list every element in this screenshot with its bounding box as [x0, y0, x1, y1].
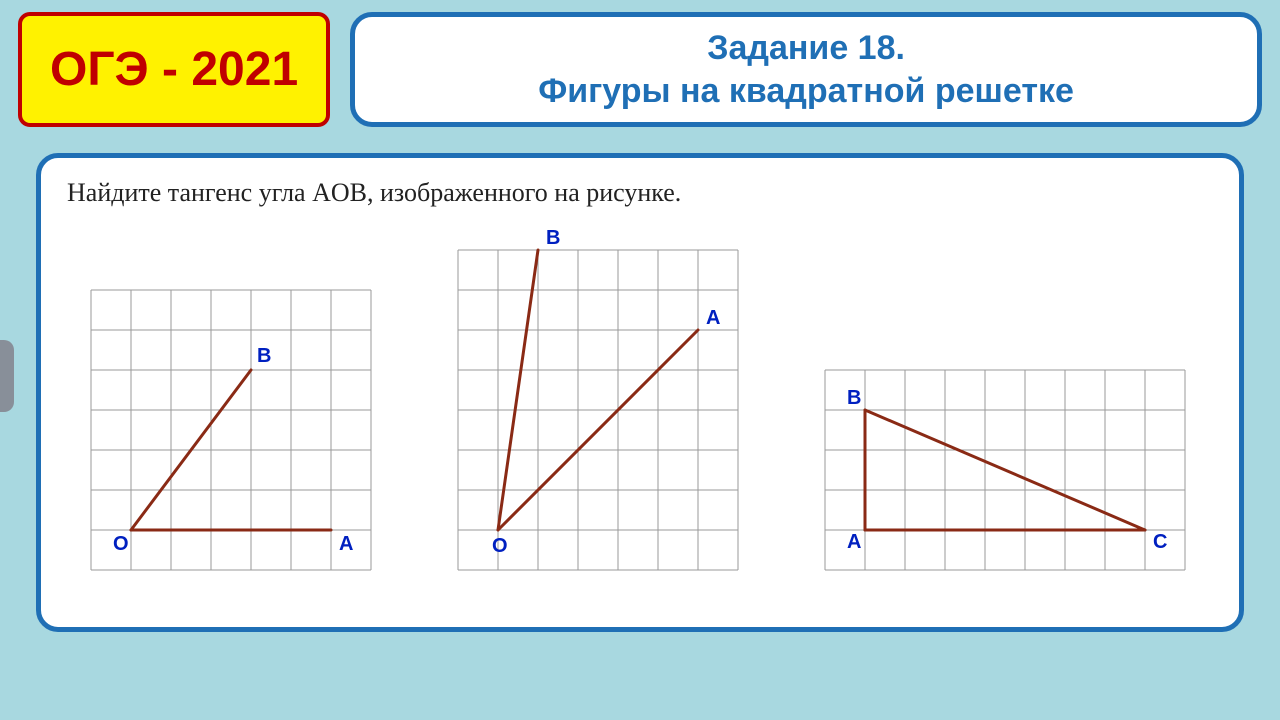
grid-figure: B A C	[801, 342, 1213, 598]
point-label-b: B	[847, 387, 861, 409]
figure-3: B A C	[801, 342, 1213, 603]
point-label-o: O	[113, 533, 129, 555]
header-row: ОГЭ - 2021 Задание 18. Фигуры на квадрат…	[0, 0, 1280, 135]
point-label-a: A	[847, 531, 861, 553]
point-label-a: A	[706, 307, 720, 329]
side-tab-icon	[0, 340, 14, 412]
title-badge: Задание 18. Фигуры на квадратной решетке	[350, 12, 1262, 127]
figure-2: O A B	[434, 222, 766, 603]
problem-panel: Найдите тангенс угла AOB, изображенного …	[36, 153, 1244, 632]
problem-prompt: Найдите тангенс угла AOB, изображенного …	[67, 178, 1213, 208]
point-label-a: A	[339, 533, 353, 555]
title-line-2: Фигуры на квадратной решетке	[538, 70, 1074, 113]
grid-figure: O A B	[67, 262, 399, 598]
grid-figure: O A B	[434, 222, 766, 598]
point-label-b: B	[546, 227, 560, 249]
point-label-c: C	[1153, 531, 1167, 553]
point-label-b: B	[257, 345, 271, 367]
figure-1: O A B	[67, 262, 399, 603]
exam-label: ОГЭ - 2021	[50, 42, 298, 97]
point-label-o: O	[492, 535, 508, 557]
exam-badge: ОГЭ - 2021	[18, 12, 330, 127]
title-line-1: Задание 18.	[707, 27, 905, 70]
figures-row: O A B O A B B A C	[67, 222, 1213, 603]
